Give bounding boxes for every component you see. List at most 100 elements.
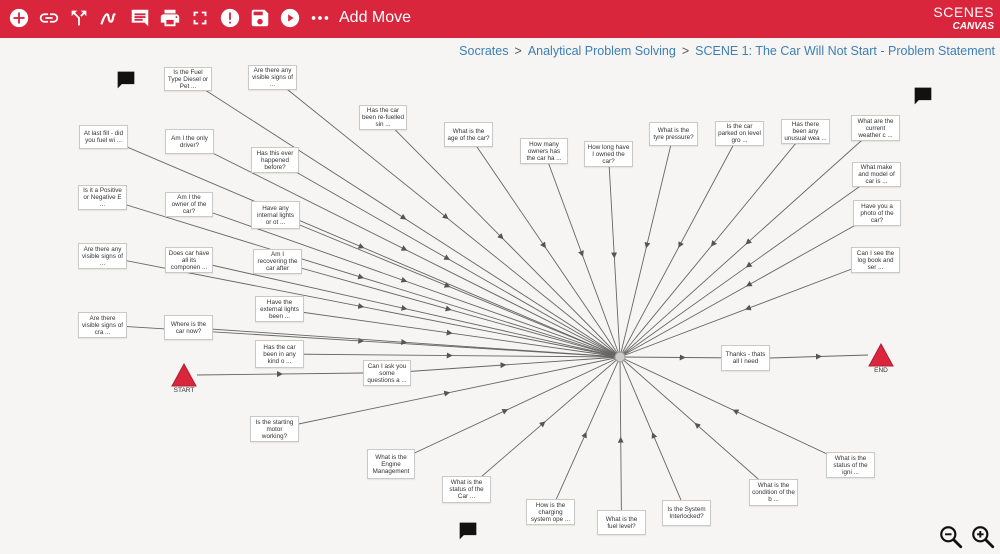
question-node[interactable]: Is the car parked on level gro ... xyxy=(715,121,764,146)
start-node[interactable] xyxy=(171,363,197,387)
question-node[interactable]: How is the charging system ope ... xyxy=(526,499,575,525)
breadcrumb-item-module[interactable]: Analytical Problem Solving xyxy=(527,44,676,58)
edge xyxy=(103,136,621,358)
edge xyxy=(468,134,621,358)
edge xyxy=(279,308,621,358)
end-label: END xyxy=(874,367,888,374)
edge xyxy=(619,133,674,358)
edge xyxy=(390,356,621,465)
question-node[interactable]: Am I the only driver? xyxy=(165,129,214,154)
question-node[interactable]: What make and model of car is ... xyxy=(852,162,901,187)
question-node[interactable]: Am I the owner of the car? xyxy=(165,192,213,217)
edge xyxy=(769,353,869,360)
question-node[interactable]: What is the status of the Car ... xyxy=(442,476,491,503)
question-node[interactable]: Has this ever happened before? xyxy=(251,147,299,173)
scene-canvas[interactable]: Is the Fuel Type Diesel or Pet ... Are t… xyxy=(0,38,1000,554)
question-node[interactable]: Have you a photo of the car? xyxy=(853,200,901,226)
question-node[interactable]: Has there been any unusual wea ... xyxy=(781,119,830,144)
edge xyxy=(619,131,806,358)
brand-subtitle: CANVAS xyxy=(952,21,994,32)
comment-icon[interactable] xyxy=(129,7,151,29)
edge xyxy=(382,117,621,358)
edge xyxy=(102,197,621,358)
question-node[interactable]: Is the Fuel Type Diesel or Pet ... xyxy=(164,67,212,91)
top-toolbar: Add Move SCENES CANVAS xyxy=(0,0,1000,38)
edge xyxy=(386,356,621,374)
edge xyxy=(619,133,740,358)
hub-node[interactable] xyxy=(614,351,626,363)
question-node[interactable]: Have the external lights been ... xyxy=(255,296,304,322)
edge xyxy=(188,259,621,358)
breadcrumb-separator: > xyxy=(514,44,522,58)
alert-icon[interactable] xyxy=(219,7,241,29)
question-node[interactable]: Am I recovering the car after xyxy=(253,249,302,274)
question-node[interactable]: Can I see the log book and ser ... xyxy=(851,247,900,273)
edge xyxy=(543,150,621,358)
add-icon[interactable] xyxy=(8,7,30,29)
edge xyxy=(274,159,621,358)
print-icon[interactable] xyxy=(159,7,181,29)
zoom-out-icon[interactable] xyxy=(938,524,964,550)
edge xyxy=(608,153,621,358)
question-node[interactable]: What is the Engine Management xyxy=(367,449,415,479)
question-node[interactable]: What is the status of the igni ... xyxy=(826,452,875,478)
edge xyxy=(466,356,621,490)
brand-title: SCENES xyxy=(933,4,994,20)
start-label: START xyxy=(173,387,195,394)
more-icon[interactable] xyxy=(309,7,331,29)
question-node[interactable]: Is the System Interlocked? xyxy=(662,500,711,526)
edge xyxy=(188,204,621,358)
question-node[interactable]: How many owners has the car ha ... xyxy=(520,138,568,164)
breadcrumb-item-socrates[interactable]: Socrates xyxy=(459,44,509,58)
question-node[interactable]: What are the current weather c ... xyxy=(851,115,900,141)
question-node[interactable]: What is the condition of the b ... xyxy=(749,479,798,506)
question-node[interactable]: Can I ask you some questions a ... xyxy=(363,360,411,386)
edge xyxy=(277,261,621,358)
question-node[interactable]: Are there any visible signs of ... xyxy=(78,243,127,269)
comment-icon[interactable] xyxy=(913,86,933,106)
comment-icon[interactable] xyxy=(116,70,136,90)
edge xyxy=(274,356,621,430)
fullscreen-icon[interactable] xyxy=(189,7,211,29)
question-node[interactable]: Are there visible signs of cra ... xyxy=(78,312,127,338)
save-icon[interactable] xyxy=(249,7,271,29)
path-icon[interactable] xyxy=(98,7,120,29)
question-node[interactable]: Has the car been in any kind o ... xyxy=(255,340,304,368)
end-node[interactable] xyxy=(868,343,894,367)
question-node[interactable]: What is the age of the car? xyxy=(444,122,493,147)
edge xyxy=(617,356,624,523)
question-node[interactable]: Does car have all its componen ... xyxy=(165,247,213,273)
question-node[interactable]: Has the car been re-fuelled sin ... xyxy=(359,105,407,130)
play-icon[interactable] xyxy=(279,7,301,29)
edge xyxy=(619,356,687,514)
question-node[interactable]: Thanks - thats all I need xyxy=(721,345,770,371)
question-node[interactable]: Have any internal lights or ot ... xyxy=(251,201,300,229)
edge xyxy=(279,352,621,359)
link-icon[interactable] xyxy=(38,7,60,29)
edge xyxy=(187,78,621,358)
breadcrumb: Socrates > Analytical Problem Solving > SCEN… xyxy=(459,44,995,58)
question-node[interactable]: How long have I owned the car? xyxy=(584,141,633,167)
zoom-in-icon[interactable] xyxy=(970,524,996,550)
question-node[interactable]: At last fill - did you fuel wi ... xyxy=(79,125,128,149)
question-node[interactable]: Is it a Positive or Negative E ... xyxy=(78,185,127,210)
question-node[interactable]: Where is the car now? xyxy=(164,315,213,340)
question-node[interactable]: Is the starting motor working? xyxy=(250,416,299,442)
edge xyxy=(619,212,878,358)
edge xyxy=(196,371,364,378)
question-node[interactable]: What is the fuel level? xyxy=(597,510,646,535)
edge xyxy=(619,174,877,358)
branch-icon[interactable] xyxy=(68,7,90,29)
add-move-button[interactable]: Add Move xyxy=(339,9,412,26)
edge xyxy=(619,259,876,358)
edge xyxy=(275,214,621,358)
edge xyxy=(550,356,621,513)
question-node[interactable]: Are there any visible signs of ... xyxy=(248,65,297,90)
edge xyxy=(619,356,851,466)
question-node[interactable]: What is the tyre pressure? xyxy=(649,122,698,146)
breadcrumb-item-scene[interactable]: SCENE 1: The Car Will Not Start - Proble… xyxy=(695,44,995,58)
comment-icon[interactable] xyxy=(458,521,478,541)
edge xyxy=(619,356,774,493)
edge xyxy=(188,327,621,358)
edge-layer xyxy=(102,77,878,523)
